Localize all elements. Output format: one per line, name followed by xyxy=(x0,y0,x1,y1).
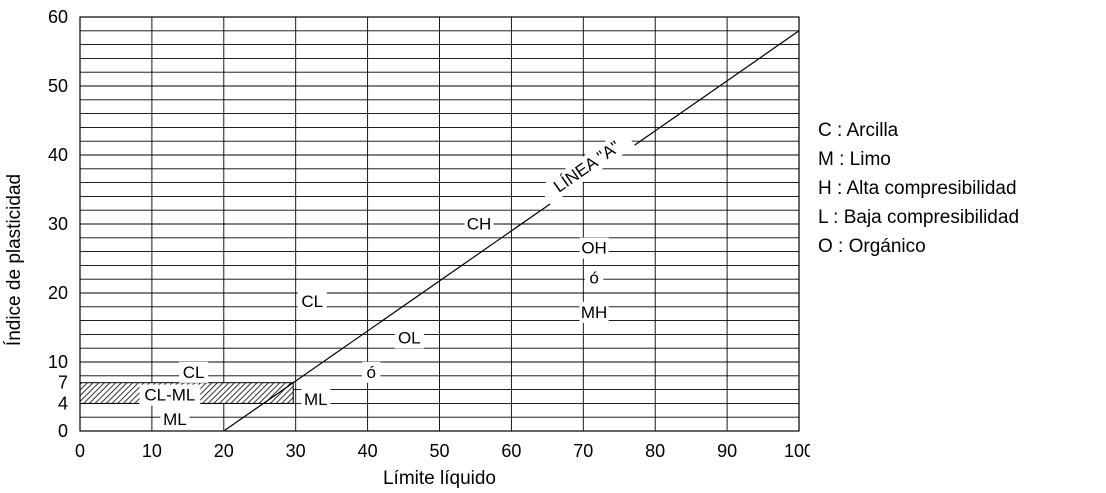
a-line-series xyxy=(223,30,800,432)
axes: 0 10 20 30 40 50 60 70 80 90 100047102030405060Lím… xyxy=(4,7,810,489)
zone-label-oh-text: OH xyxy=(581,239,607,258)
x-tick-label: 100 xyxy=(784,441,810,461)
zone-label-cl-ml: CL-ML xyxy=(139,384,201,406)
zone-label-o: ó xyxy=(361,361,381,383)
zone-label-ml: ML xyxy=(160,408,190,430)
zone-label-o-text: ó xyxy=(366,363,375,382)
legend-item-m: M : Limo xyxy=(818,149,891,170)
a-line-label: LÍNEA "A" xyxy=(538,128,636,205)
y-tick-label: 40 xyxy=(48,145,68,165)
y-tick-label: 10 xyxy=(48,352,68,372)
a-line xyxy=(223,30,800,432)
y-tick-label: 50 xyxy=(48,76,68,96)
x-tick-label: 70 xyxy=(573,441,593,461)
zone-labels: CH OH ó MH CL OL ó CL CL-ML ML ML LÍNEA "A" xyxy=(139,128,636,430)
zone-label-cl: CL xyxy=(179,361,209,383)
zone-label-ch: CH xyxy=(464,213,494,235)
y-tick-label: 20 xyxy=(48,283,68,303)
zone-label-o-backdrop xyxy=(584,267,604,289)
zone-label-ml-backdrop xyxy=(160,408,190,430)
zone-label-ch-backdrop xyxy=(464,213,494,235)
x-tick-label: 30 xyxy=(286,441,306,461)
y-tick-label: 7 xyxy=(58,373,68,393)
x-tick-label: 10 xyxy=(142,441,162,461)
zone-label-ch-text: CH xyxy=(467,215,492,234)
plot-frame xyxy=(79,16,800,432)
zone-label-ml-text: ML xyxy=(304,390,328,409)
zone-label-ml-text: ML xyxy=(163,410,187,429)
y-tick-label: 4 xyxy=(58,393,68,413)
x-tick-label: 40 xyxy=(358,441,378,461)
zone-label-cl-backdrop xyxy=(179,361,209,383)
zone-label-cl-backdrop xyxy=(297,290,327,312)
legend-item-l: L : Baja compresibilidad xyxy=(818,207,1020,228)
a-line-label-text: LÍNEA "A" xyxy=(550,137,624,196)
zone-label-ml: ML xyxy=(301,388,331,410)
plasticity-chart: CH OH ó MH CL OL ó CL CL-ML ML ML LÍNEA "A" 0 10 20 30… xyxy=(4,7,810,489)
x-axis-title: Límite líquido xyxy=(383,468,496,489)
zone-label-mh-backdrop xyxy=(579,301,609,323)
zone-label-mh-text: MH xyxy=(581,303,607,322)
legend: C : Arcilla M : Limo H : Alta compresibi… xyxy=(818,116,1019,261)
zone-label-cl: CL xyxy=(297,290,327,312)
zone-label-cl-text: CL xyxy=(301,292,323,311)
x-tick-label: 0 xyxy=(75,441,85,461)
x-tick-label: 60 xyxy=(501,441,521,461)
legend-item-c: C : Arcilla xyxy=(818,120,899,141)
zone-label-ol-text: OL xyxy=(398,328,421,347)
x-tick-label: 50 xyxy=(429,441,449,461)
zone-label-ol: OL xyxy=(394,327,424,349)
zone-label-ml-backdrop xyxy=(301,388,331,410)
a-line-label-backdrop xyxy=(538,128,636,205)
y-tick-label: 0 xyxy=(58,421,68,441)
x-tick-label: 20 xyxy=(214,441,234,461)
y-tick-label: 60 xyxy=(48,7,68,27)
zone-label-cl-ml-backdrop xyxy=(139,384,201,406)
zone-label-oh: OH xyxy=(579,237,609,259)
zone-label-o-text: ó xyxy=(589,268,598,287)
zone-label-o-backdrop xyxy=(361,361,381,383)
y-axis-title: Índice de plasticidad xyxy=(4,174,25,346)
x-tick-label: 80 xyxy=(645,441,665,461)
legend-item-h: H : Alta compresibilidad xyxy=(818,178,1017,199)
y-tick-label: 30 xyxy=(48,214,68,234)
zone-label-cl-ml-text: CL-ML xyxy=(144,386,195,405)
zone-label-cl-text: CL xyxy=(183,363,205,382)
x-tick-label: 90 xyxy=(717,441,737,461)
legend-item-o: O : Orgánico xyxy=(818,236,926,257)
zone-label-mh: MH xyxy=(579,301,609,323)
zone-label-oh-backdrop xyxy=(579,237,609,259)
zone-label-o: ó xyxy=(584,267,604,289)
zone-label-ol-backdrop xyxy=(394,327,424,349)
